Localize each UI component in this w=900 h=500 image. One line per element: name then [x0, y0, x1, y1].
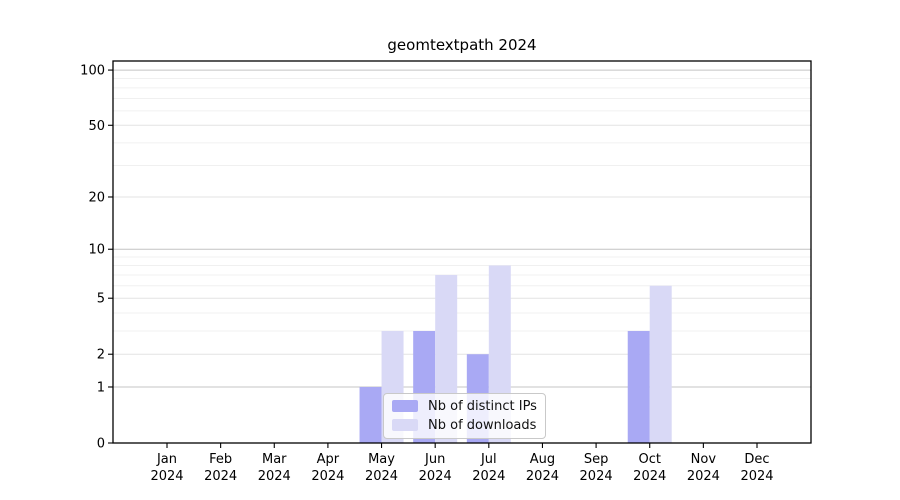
bar-nb-of-downloads-oct [649, 285, 672, 443]
x-tick-label-month: Aug [530, 452, 555, 467]
bar-nb-of-distinct-ips-oct [627, 330, 650, 443]
y-tick-label: 10 [88, 243, 105, 258]
bar-nb-of-distinct-ips-may [359, 386, 382, 443]
legend-label-distinct-ips: Nb of distinct IPs [428, 398, 537, 414]
x-tick-label-month: Sep [584, 452, 609, 467]
y-tick-label: 50 [88, 119, 105, 134]
x-tick-label-month: Feb [209, 452, 232, 467]
x-tick-label-month: May [368, 452, 395, 467]
x-tick-label-year: 2024 [311, 469, 344, 484]
x-tick-label-month: Oct [638, 452, 660, 467]
x-tick-label-month: Nov [691, 452, 717, 467]
x-tick-label-year: 2024 [365, 469, 398, 484]
legend-item-downloads: Nb of downloads [392, 417, 537, 433]
y-tick-label: 0 [97, 437, 105, 452]
x-tick-label-year: 2024 [204, 469, 237, 484]
x-tick-label-month: Jan [156, 452, 177, 467]
x-tick-label-month: Dec [744, 452, 769, 467]
y-tick-label: 1 [97, 380, 105, 395]
y-tick-label: 2 [97, 348, 105, 363]
y-tick-label: 5 [97, 292, 105, 307]
x-tick-label-year: 2024 [740, 469, 773, 484]
x-tick-label-year: 2024 [633, 469, 666, 484]
x-tick-label-year: 2024 [472, 469, 505, 484]
x-tick-label-month: Jun [424, 452, 445, 467]
plot-border [112, 60, 812, 444]
legend-swatch-downloads [392, 419, 418, 431]
x-tick-label-month: Mar [262, 452, 287, 467]
x-tick-label-year: 2024 [687, 469, 720, 484]
x-tick-label-year: 2024 [150, 469, 183, 484]
legend-swatch-distinct-ips [392, 400, 418, 412]
chart-title: geomtextpath 2024 [387, 36, 537, 54]
y-tick-label: 20 [88, 190, 105, 205]
x-tick-label-month: Apr [317, 452, 340, 467]
x-tick-label-year: 2024 [580, 469, 613, 484]
x-tick-label-year: 2024 [419, 469, 452, 484]
x-tick-label-year: 2024 [526, 469, 559, 484]
x-tick-label-year: 2024 [258, 469, 291, 484]
y-tick-label: 100 [80, 64, 105, 79]
legend-label-downloads: Nb of downloads [428, 417, 537, 433]
x-tick-label-month: Jul [480, 452, 497, 467]
legend-item-distinct-ips: Nb of distinct IPs [392, 398, 537, 414]
legend: Nb of distinct IPs Nb of downloads [383, 393, 546, 439]
